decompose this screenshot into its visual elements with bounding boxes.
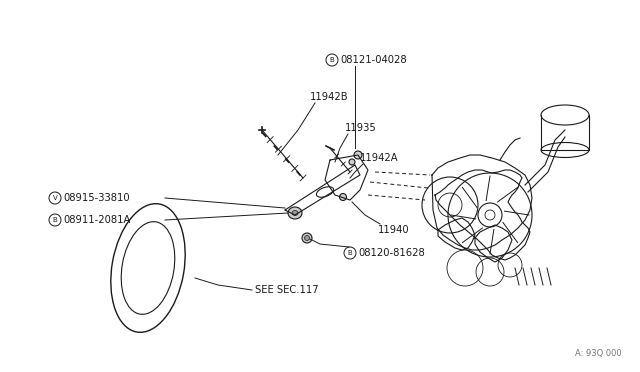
Ellipse shape bbox=[288, 207, 302, 219]
Ellipse shape bbox=[316, 187, 333, 197]
Text: 08120-81628: 08120-81628 bbox=[358, 248, 425, 258]
Ellipse shape bbox=[292, 211, 298, 215]
Text: B: B bbox=[348, 250, 353, 256]
Text: 08121-04028: 08121-04028 bbox=[340, 55, 406, 65]
Ellipse shape bbox=[305, 235, 310, 241]
Text: 08911-2081A: 08911-2081A bbox=[63, 215, 131, 225]
Ellipse shape bbox=[349, 159, 355, 165]
Text: 11942A: 11942A bbox=[360, 153, 399, 163]
Text: 11935: 11935 bbox=[345, 123, 377, 133]
Text: 11942B: 11942B bbox=[310, 92, 349, 102]
Text: A: 93Q 000: A: 93Q 000 bbox=[575, 349, 622, 358]
Ellipse shape bbox=[302, 233, 312, 243]
Ellipse shape bbox=[339, 193, 346, 201]
Ellipse shape bbox=[354, 151, 362, 159]
Text: 11940: 11940 bbox=[378, 225, 410, 235]
Text: SEE SEC.117: SEE SEC.117 bbox=[255, 285, 319, 295]
Text: 08915-33810: 08915-33810 bbox=[63, 193, 130, 203]
Text: B: B bbox=[330, 57, 334, 63]
Text: B: B bbox=[52, 217, 58, 223]
Text: V: V bbox=[52, 195, 58, 201]
